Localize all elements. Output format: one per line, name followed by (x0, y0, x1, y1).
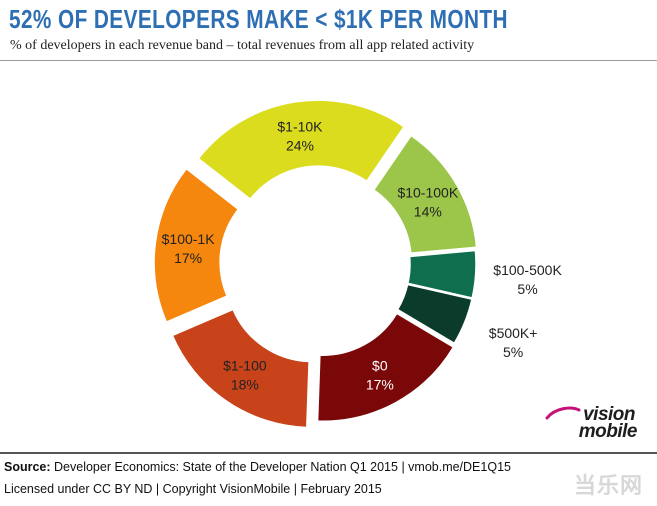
slice-category-label: $1-10K (277, 119, 323, 135)
donut-slices (153, 99, 478, 429)
footer: Source: Developer Economics: State of th… (0, 452, 657, 506)
slice-500k (396, 283, 473, 345)
slice-value-label: 17% (174, 250, 202, 266)
visionmobile-logo: vision mobile (537, 404, 647, 442)
slice-value-label: 18% (231, 377, 259, 393)
slice-category-label: $10-100K (397, 185, 458, 201)
watermark: 当乐网 (573, 473, 643, 498)
slice-100-1k (153, 167, 240, 324)
slice-1-100 (171, 308, 310, 429)
slice-100-500k (406, 249, 477, 299)
slice-0 (316, 312, 455, 422)
source-line: Source: Developer Economics: State of th… (4, 460, 511, 474)
chart-subtitle: % of developers in each revenue band – t… (10, 38, 475, 53)
slice-category-label: $100-1K (162, 231, 216, 247)
source-label: Source: (4, 460, 51, 474)
donut-chart: $1-10K 24% $10-100K 14% $100-500K 5% $500K+ 5% $… (153, 99, 563, 429)
chart-title: 52% OF DEVELOPERS MAKE < $1K PER MONTH (9, 4, 508, 34)
slice-category-label: $1-100 (223, 358, 267, 374)
logo-word-vision: vision (583, 404, 635, 425)
slice-1-10k (197, 99, 406, 201)
source-text: Developer Economics: State of the Develo… (50, 460, 511, 474)
logo-swoosh-icon (545, 406, 581, 420)
slice-category-label: $500K+ (489, 325, 538, 341)
slice-category-label: $0 (372, 358, 388, 374)
license-line: Licensed under CC BY ND | Copyright Visi… (4, 482, 382, 496)
slice-value-label: 5% (517, 281, 537, 297)
slice-value-label: 14% (414, 204, 442, 220)
slice-10-100k (372, 134, 478, 254)
slice-value-label: 5% (503, 344, 523, 360)
slice-value-label: 24% (286, 138, 314, 154)
slice-category-label: $100-500K (493, 262, 562, 278)
donut-labels: $1-10K 24% $10-100K 14% $100-500K 5% $500K+ 5% $… (162, 119, 563, 393)
logo-word-mobile: mobile (578, 421, 638, 442)
slice-value-label: 17% (366, 377, 394, 393)
header-divider (0, 60, 657, 61)
